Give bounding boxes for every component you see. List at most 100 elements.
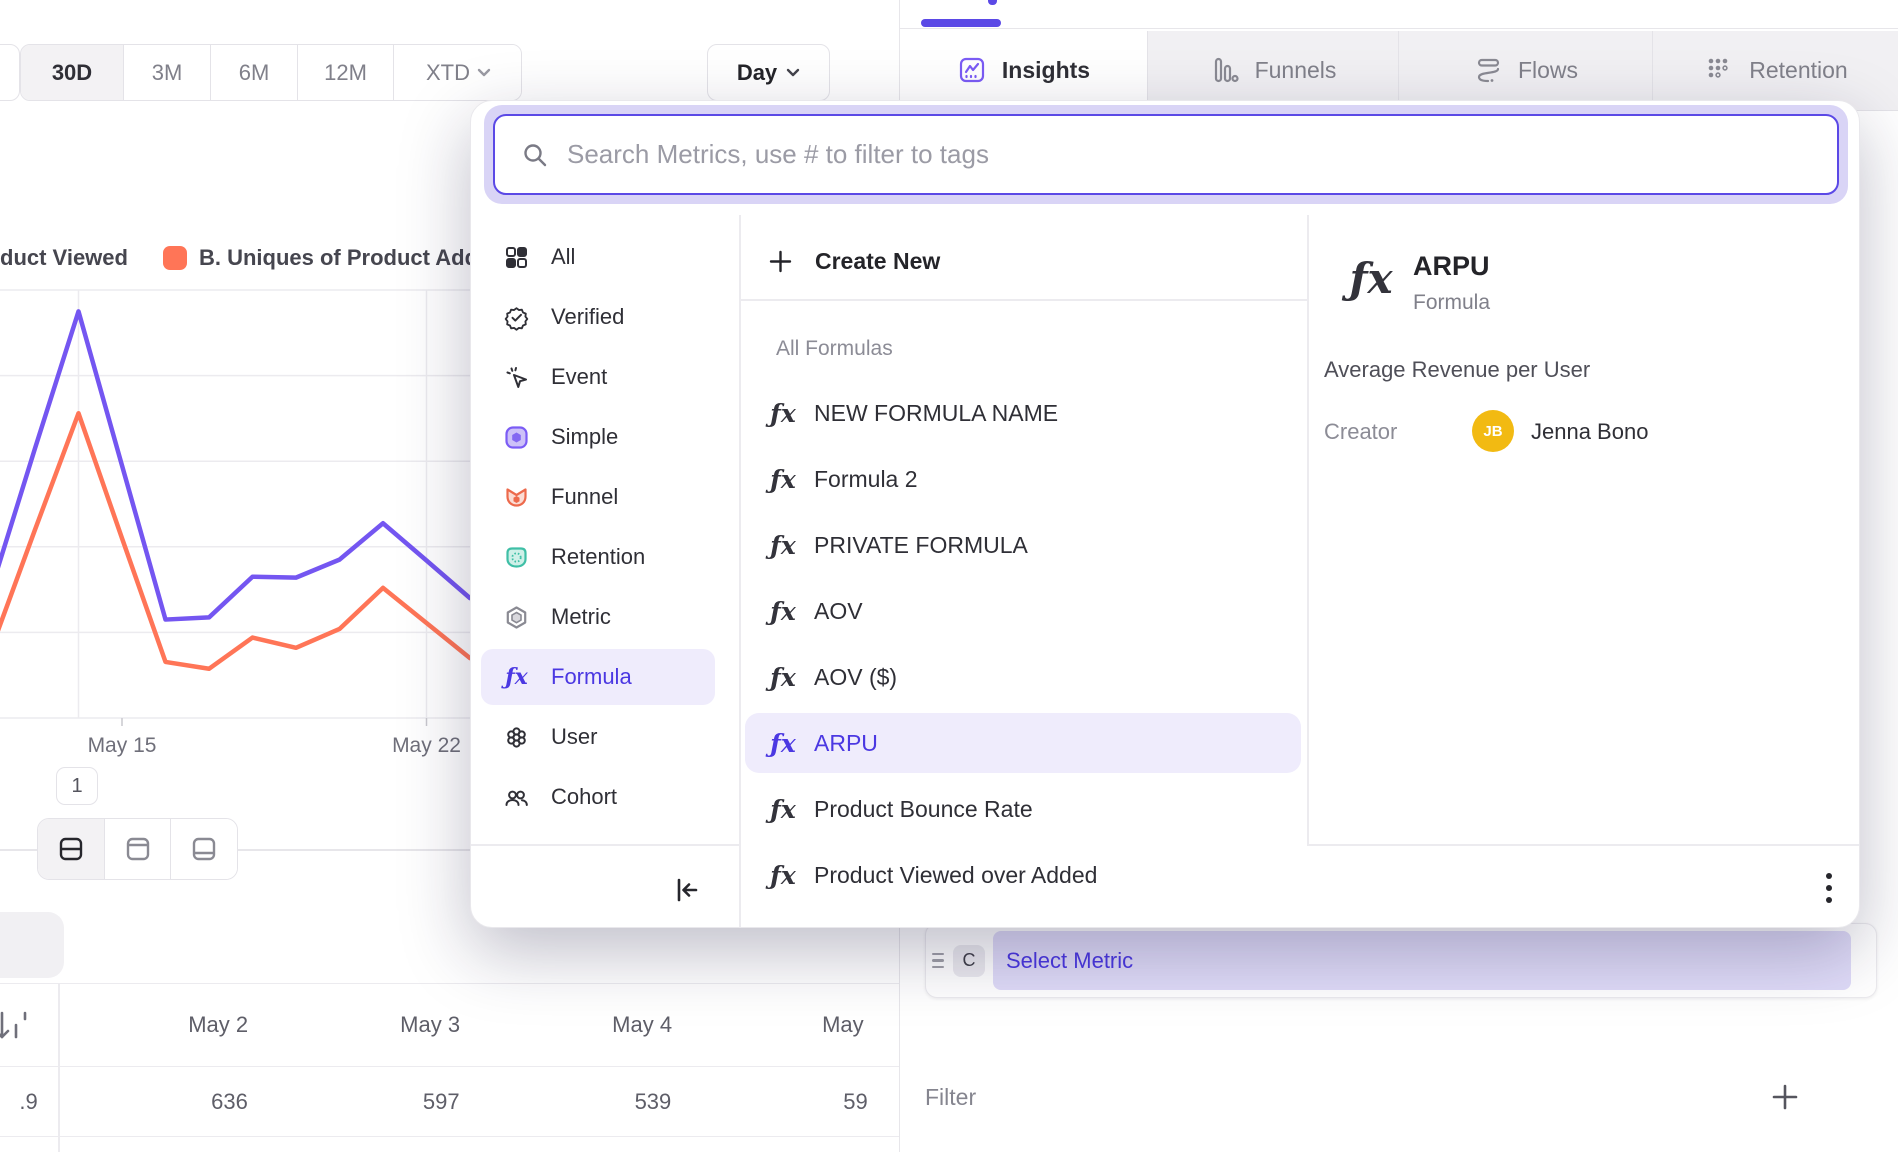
corner-pill (0, 912, 64, 978)
chart-legend: duct Viewed B. Uniques of Product Add (0, 243, 470, 273)
category-cohort[interactable]: Cohort (481, 769, 715, 825)
more-options-button[interactable] (1809, 865, 1849, 911)
range-button-partial[interactable] (0, 44, 20, 101)
category-user[interactable]: User (481, 709, 715, 765)
formula-fx-icon: ƒx (770, 794, 796, 824)
modal-footer-divider (471, 844, 739, 846)
formula-fx-icon: ƒx (770, 860, 796, 890)
legend-series-b-swatch (162, 246, 187, 270)
tab-insights[interactable]: Insights (900, 30, 1148, 110)
formula-item[interactable]: ƒx PRIVATE FORMULA (745, 515, 1301, 575)
pane-divider (0, 849, 899, 851)
formula-item[interactable]: ƒx Product Bounce Rate (745, 779, 1301, 839)
modal-column-divider (1307, 215, 1309, 844)
legend-series-a-label[interactable]: duct Viewed (0, 245, 128, 270)
formula-list: ƒx NEW FORMULA NAME ƒx Formula 2 ƒx PRIVATE… (745, 383, 1301, 905)
table-header-cell[interactable]: May 2 (188, 1012, 249, 1037)
category-retention[interactable]: Retention (481, 529, 715, 585)
verified-badge-icon (504, 306, 529, 331)
category-simple[interactable]: Simple (481, 409, 715, 465)
simple-metric-icon (505, 425, 528, 449)
table-header-cell[interactable]: May 4 (612, 1012, 673, 1037)
cohort-people-icon (505, 790, 528, 806)
grid-icon (506, 246, 527, 268)
funnels-icon (1214, 57, 1239, 83)
plus-icon (769, 250, 792, 272)
chevron-down-icon (477, 68, 491, 77)
search-placeholder: Search Metrics, use # to filter to tags (567, 139, 989, 169)
event-cursor-icon (506, 366, 527, 388)
range-button-30d[interactable]: 30D (21, 45, 124, 100)
insights-icon (959, 57, 985, 83)
creator-label: Creator (1324, 419, 1398, 444)
collapse-sidebar-button[interactable] (669, 872, 705, 908)
layout-chart-bottom-button[interactable] (171, 819, 237, 879)
category-formula[interactable]: ƒx Formula (481, 649, 715, 705)
modal-footer-divider (1307, 844, 1859, 846)
bottom-bar-layout-icon (192, 837, 216, 861)
range-button-12m[interactable]: 12M (298, 45, 394, 100)
pagination-page-button[interactable]: 1 (56, 767, 98, 805)
tab-funnels[interactable]: Funnels (1148, 30, 1399, 110)
layout-toggle-group (37, 818, 238, 880)
retention-icon (1708, 58, 1728, 78)
flows-icon (1477, 58, 1500, 83)
formula-item[interactable]: ƒx AOV ($) (745, 647, 1301, 707)
range-button-6m[interactable]: 6M (211, 45, 298, 100)
formula-fx-icon-large: ƒx (1349, 254, 1393, 303)
formula-fx-icon: ƒx (770, 398, 796, 428)
category-verified[interactable]: Verified (481, 289, 715, 345)
interval-dropdown[interactable]: Day (707, 44, 830, 101)
metric-hexagon-icon (506, 605, 527, 629)
drag-handle-icon[interactable] (932, 953, 948, 968)
active-tab-indicator (921, 19, 1001, 27)
table-cell: 636 (211, 1088, 248, 1114)
user-cluster-icon (507, 726, 526, 748)
tab-retention[interactable]: Retention (1653, 30, 1898, 110)
search-input[interactable]: Search Metrics, use # to filter to tags (493, 114, 1839, 195)
formula-item[interactable]: ƒx Formula 2 (745, 449, 1301, 509)
create-new-divider (739, 299, 1307, 301)
top-bar-layout-icon (126, 837, 149, 861)
category-all[interactable]: All (481, 229, 715, 285)
category-sidebar: All Verified Event (481, 229, 729, 825)
category-event[interactable]: Event (481, 349, 715, 405)
tab-flows[interactable]: Flows (1399, 30, 1653, 110)
table-column-divider (58, 983, 60, 1152)
table-row-label: .9 (19, 1088, 38, 1114)
section-label: All Formulas (776, 337, 893, 360)
create-new-button[interactable]: Create New (767, 233, 940, 289)
formula-fx-icon: ƒx (770, 728, 796, 758)
category-metric[interactable]: Metric (481, 589, 715, 645)
table-cell: 539 (634, 1088, 672, 1114)
layout-chart-top-button[interactable] (104, 819, 172, 879)
top-strip (900, 0, 1898, 29)
range-button-3m[interactable]: 3M (124, 45, 211, 100)
table-cell: 597 (422, 1088, 460, 1114)
split-layout-icon (59, 837, 83, 861)
line-chart[interactable]: May 15 May 22 (0, 280, 470, 760)
range-button-xtd[interactable]: XTD (394, 45, 521, 100)
search-halo: Search Metrics, use # to filter to tags (484, 105, 1848, 204)
formula-item[interactable]: ƒx Product Viewed over Added (745, 845, 1301, 905)
formula-item[interactable]: ƒx NEW FORMULA NAME (745, 383, 1301, 443)
table-header-cell[interactable]: May (822, 1012, 864, 1037)
category-funnel[interactable]: Funnel (481, 469, 715, 525)
funnel-metric-icon (506, 487, 527, 507)
legend-series-b-label[interactable]: B. Uniques of Product Add (198, 245, 470, 270)
clause-letter-badge: C (953, 944, 985, 977)
detail-title: ARPU (1413, 251, 1490, 281)
formula-item-selected[interactable]: ƒx ARPU (745, 713, 1301, 773)
select-metric-button[interactable]: Select Metric (993, 931, 1851, 990)
formula-item[interactable]: ƒx AOV (745, 581, 1301, 641)
table-header-row: May 2 May 3 May 4 May (0, 984, 899, 1067)
table-row: .9 636 597 539 59 (0, 1067, 899, 1137)
chevron-down-icon (786, 68, 800, 77)
filter-section: Filter (925, 1072, 1877, 1122)
add-filter-button[interactable] (1770, 1082, 1800, 1112)
table-header-cell[interactable]: May 3 (400, 1012, 461, 1037)
date-range-segmented-control: 30D 3M 6M 12M XTD (20, 44, 522, 101)
table-sort-header[interactable] (0, 984, 56, 1066)
layout-split-button[interactable] (38, 819, 105, 879)
